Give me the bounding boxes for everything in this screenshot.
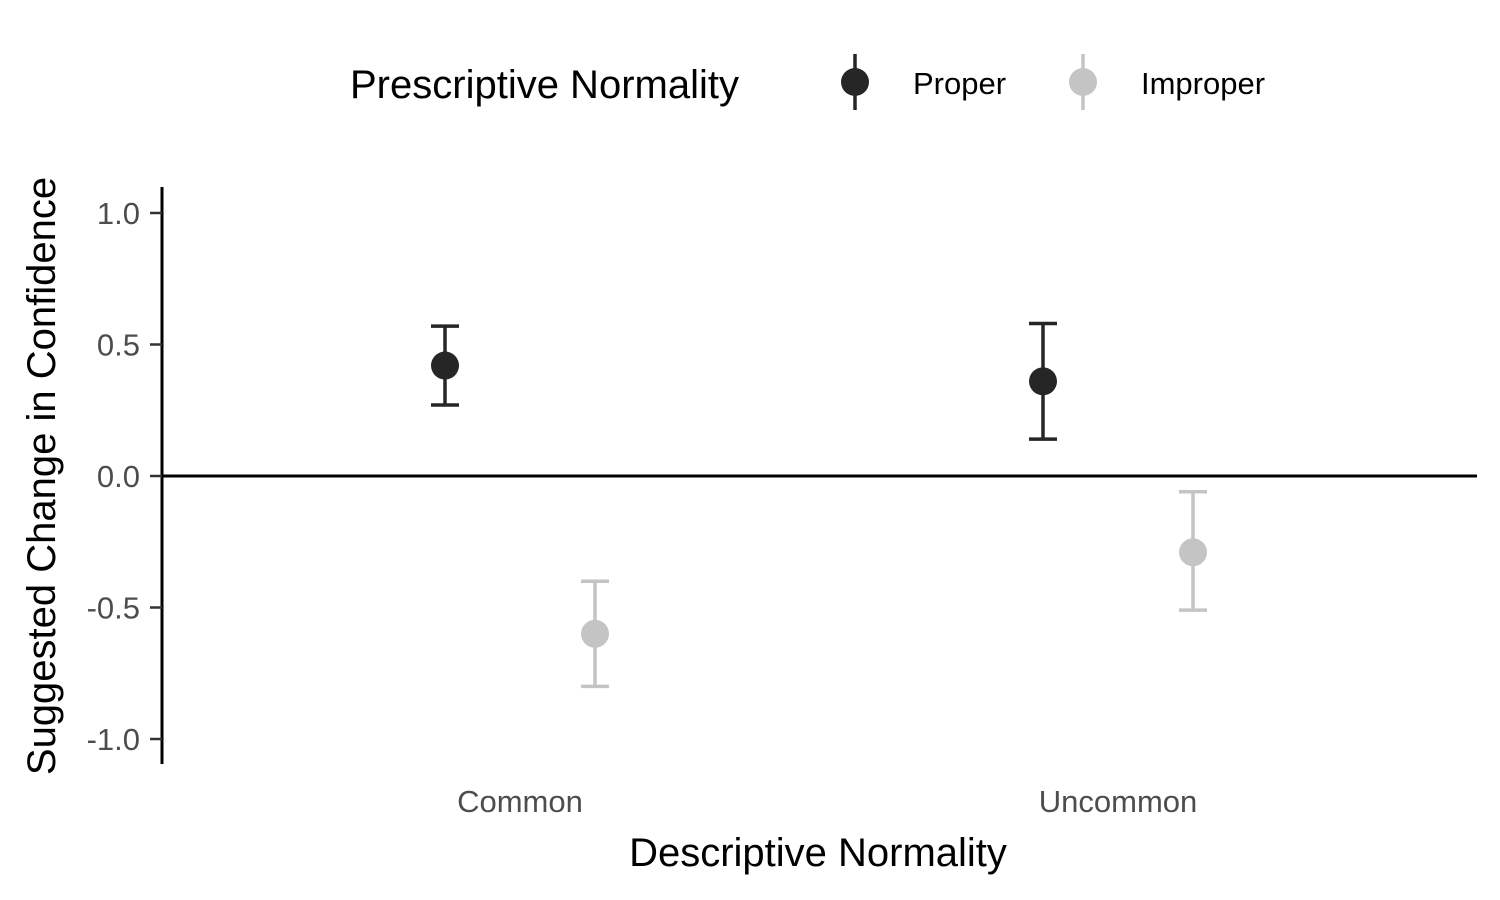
- legend: Prescriptive Normality Proper Improper: [350, 54, 1265, 110]
- data-point: [1029, 367, 1057, 396]
- y-tick-label: 0.5: [97, 328, 140, 363]
- series-proper: [431, 321, 1057, 441]
- x-tick-label: Common: [457, 784, 583, 819]
- series-improper: [581, 490, 1207, 689]
- legend-key-point: [1069, 68, 1097, 96]
- legend-label: Improper: [1141, 66, 1265, 101]
- y-axis-title: Suggested Change in Confidence: [20, 177, 64, 775]
- legend-key-point: [841, 68, 869, 96]
- x-ticks: Common Uncommon: [457, 784, 1197, 819]
- y-tick-label: -0.5: [87, 591, 140, 626]
- legend-items: Proper Improper: [841, 54, 1265, 110]
- data-point: [431, 351, 459, 380]
- x-axis-title: Descriptive Normality: [629, 831, 1007, 875]
- y-tick-label: -1.0: [87, 722, 140, 757]
- plot-marks: [431, 321, 1207, 689]
- data-point: [581, 619, 609, 648]
- legend-title: Prescriptive Normality: [350, 63, 739, 107]
- legend-item-proper: Proper: [841, 54, 1006, 110]
- y-tick-label: 0.0: [97, 459, 140, 494]
- y-ticks: 1.0 0.5 0.0 -0.5 -1.0: [87, 196, 162, 757]
- y-tick-label: 1.0: [97, 196, 140, 231]
- legend-item-improper: Improper: [1069, 54, 1265, 110]
- data-point: [1179, 538, 1207, 567]
- x-tick-label: Uncommon: [1039, 784, 1198, 819]
- legend-label: Proper: [913, 66, 1006, 101]
- axes: 1.0 0.5 0.0 -0.5 -1.0 Common Uncommon: [87, 187, 1477, 819]
